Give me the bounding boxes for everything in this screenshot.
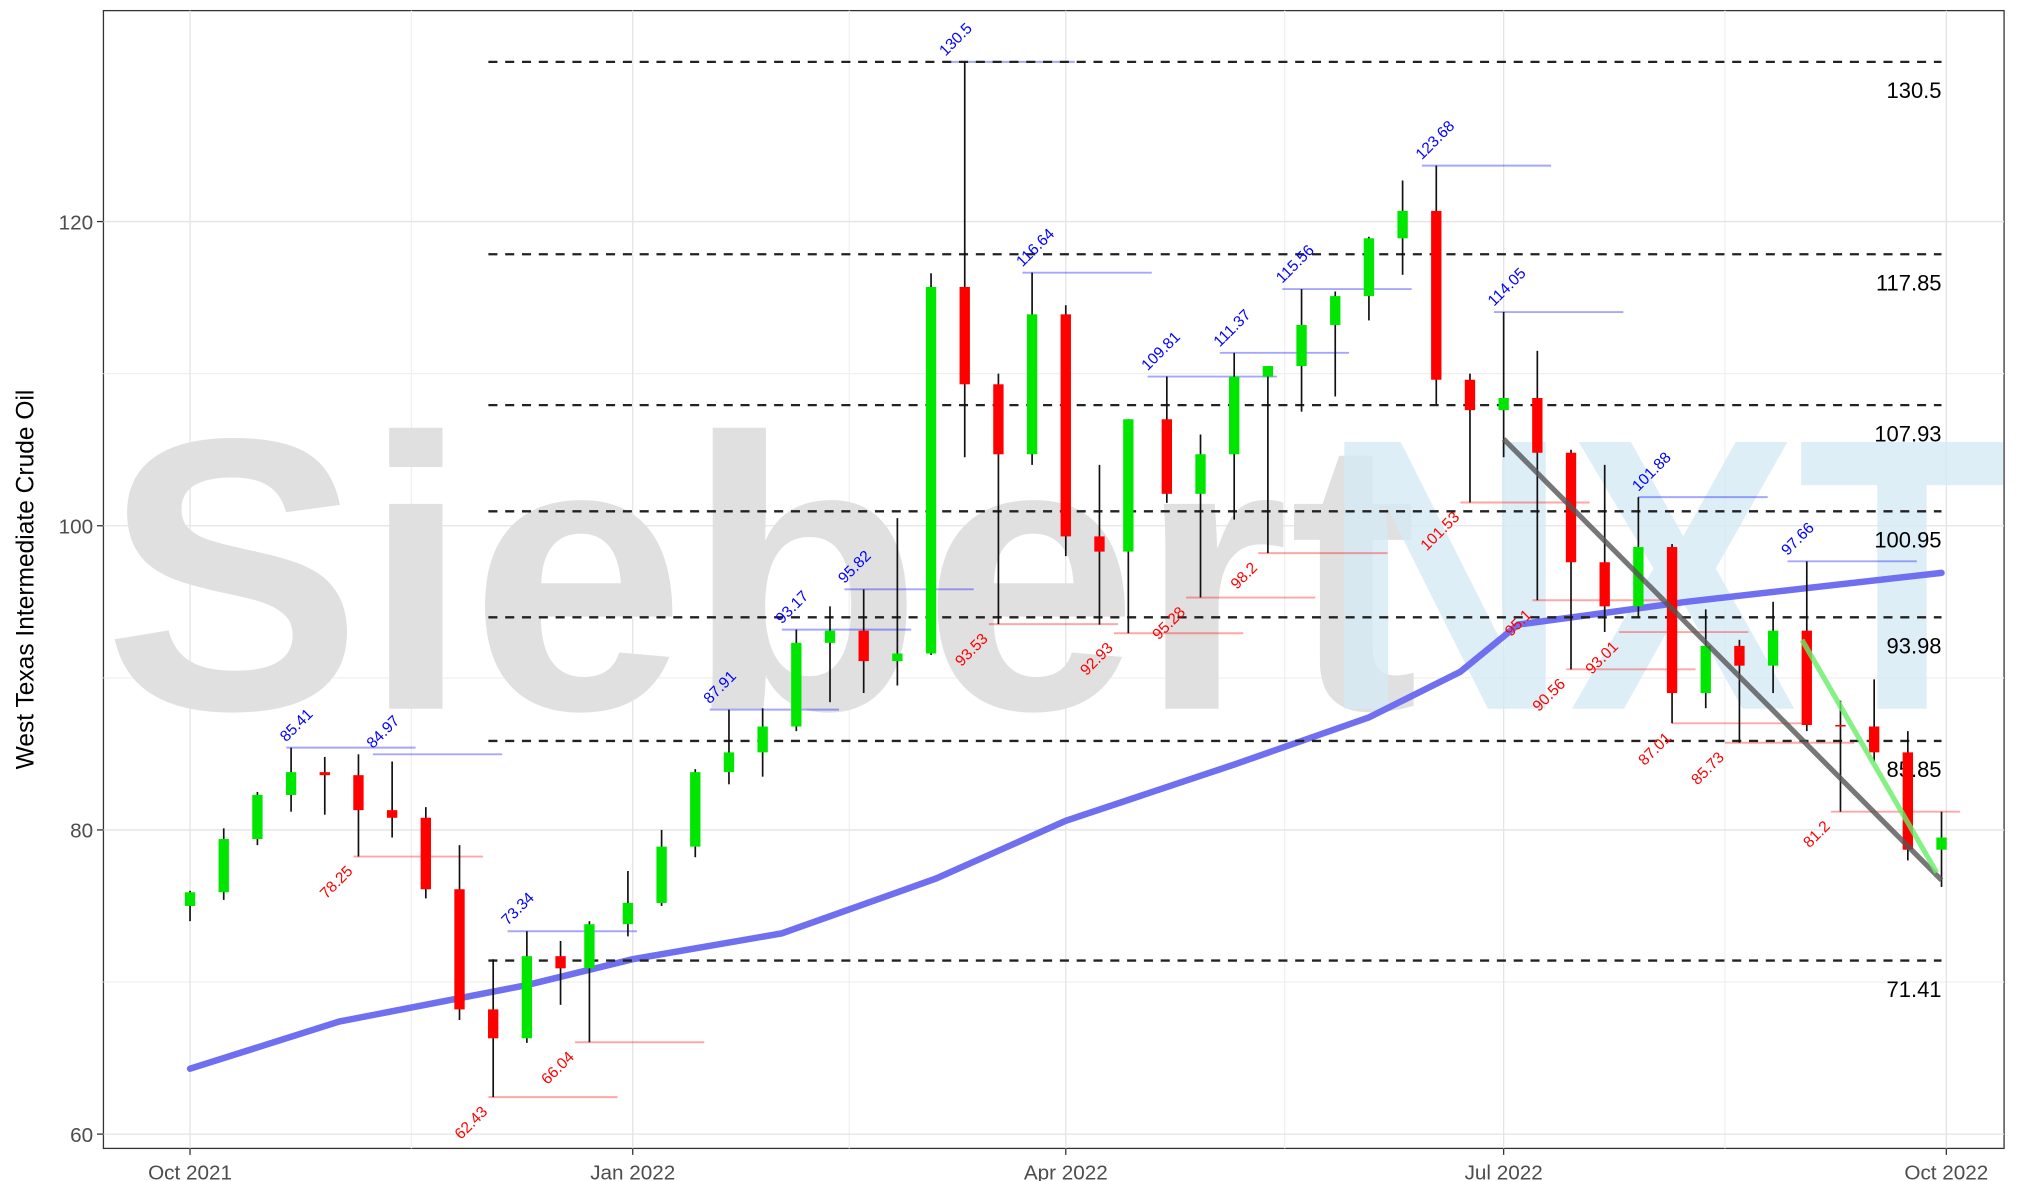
- candle-body: [1060, 314, 1071, 537]
- level-label: 117.85: [1876, 270, 1942, 295]
- candle-body: [858, 630, 869, 662]
- candle-body: [386, 810, 398, 818]
- candle-body: [1195, 454, 1206, 494]
- candle-body: [584, 924, 595, 969]
- x-tick-label: Jan 2022: [590, 1161, 675, 1181]
- candle-body: [622, 902, 634, 925]
- candle-body: [1229, 376, 1240, 455]
- candle-body: [1801, 630, 1812, 725]
- candle-body: [925, 286, 937, 654]
- candle-body: [959, 286, 970, 385]
- candle-body: [1094, 536, 1105, 552]
- candle-body: [184, 892, 196, 906]
- level-label: 107.93: [1874, 421, 1941, 446]
- candle-body: [1868, 726, 1880, 753]
- watermark: Siebert NXT: [103, 359, 2006, 792]
- candle-body: [892, 653, 903, 662]
- candle-body: [690, 772, 701, 847]
- candle-body: [1464, 379, 1476, 411]
- candle-body: [1700, 645, 1711, 694]
- candle-body: [420, 817, 431, 890]
- candle-body: [285, 772, 297, 795]
- level-label: 100.95: [1874, 527, 1941, 552]
- candle-body: [488, 1009, 499, 1039]
- candle-body: [656, 846, 667, 903]
- candle-body: [252, 794, 263, 840]
- candle-body: [1397, 210, 1408, 239]
- y-tick-label: 60: [70, 1124, 93, 1147]
- candle-body: [454, 889, 465, 1010]
- watermark-siebert: Siebert: [103, 359, 1418, 792]
- x-tick-label: Oct 2021: [148, 1161, 232, 1181]
- candle-body: [791, 642, 802, 727]
- y-tick-label: 120: [59, 211, 94, 234]
- candle-body: [757, 726, 768, 753]
- x-tick-label: Apr 2022: [1024, 1161, 1108, 1181]
- panel: [102, 9, 2005, 1150]
- level-label: 130.5: [1887, 78, 1942, 103]
- trendline: [1799, 638, 1939, 874]
- candle-body: [353, 775, 364, 811]
- candle-body: [1161, 419, 1173, 494]
- candle-body: [555, 956, 566, 969]
- y-tick-label: 80: [70, 820, 93, 843]
- candle-body: [521, 956, 533, 1039]
- candle-body: [319, 772, 330, 776]
- candle-body: [218, 839, 229, 893]
- y-axis-label: West Texas Intermediate Crude Oil: [13, 390, 40, 770]
- candle-body: [723, 752, 735, 773]
- candle-body: [993, 384, 1004, 455]
- y-tick-label: 100: [59, 516, 94, 539]
- candle-body: [1026, 314, 1038, 455]
- candle-body: [1734, 645, 1745, 666]
- candle-body: [1431, 210, 1442, 380]
- level-label: 71.41: [1887, 977, 1942, 1002]
- candle-body: [1363, 238, 1375, 297]
- candle-body: [1262, 366, 1274, 377]
- x-tick-label: Oct 2022: [1904, 1161, 1988, 1181]
- candle-body: [1599, 562, 1610, 607]
- candle-body: [1835, 724, 1846, 727]
- level-label: 93.98: [1887, 634, 1942, 659]
- x-tick-label: Jul 2022: [1465, 1161, 1543, 1181]
- candle-body: [1666, 547, 1678, 694]
- candle-body: [1532, 397, 1543, 453]
- level-label: 85.85: [1887, 757, 1942, 782]
- candle-body: [1767, 630, 1779, 666]
- candle-body: [1936, 837, 1947, 850]
- candle-body: [1296, 324, 1307, 367]
- candle-body: [824, 630, 836, 643]
- candle-body: [1330, 296, 1341, 325]
- candle-body: [1902, 752, 1914, 850]
- candle-body: [1498, 397, 1509, 411]
- trendline: [1501, 437, 1944, 882]
- candle-body: [1123, 419, 1134, 552]
